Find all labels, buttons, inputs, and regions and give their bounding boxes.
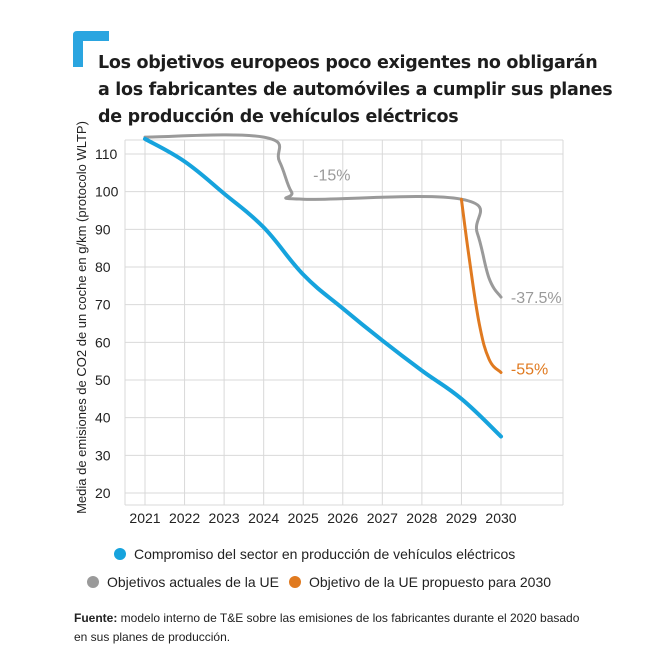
legend-dot-industry [114,548,126,560]
x-tick-label-2027: 2027 [367,510,398,526]
source-text: modelo interno de T&E sobre las emisione… [74,611,580,644]
y-tick-label-100: 100 [95,184,119,200]
series-industry-line [143,136,503,439]
annotation-label-1: -37.5% [511,290,562,307]
legend-item-proposed: Objetivo de la UE propuesto para 2030 [288,574,552,590]
x-tick-label-2024: 2024 [248,510,279,526]
y-tick-label-60: 60 [95,334,111,350]
x-tick-label-2022: 2022 [169,510,200,526]
source-label: Fuente: [74,611,118,625]
legend-label-proposed: Objetivo de la UE propuesto para 2030 [308,574,552,590]
series-current-line [143,133,503,299]
annotation-label-2: -55% [511,362,548,379]
title-line-3: de producción de vehículos eléctricos [98,107,459,127]
legend-row-1: Compromiso del sector en producción de v… [114,546,515,562]
x-tick-label-2025: 2025 [288,510,319,526]
brand-logo-icon [73,31,109,67]
legend-item-current: Objetivos actuales de la UE [87,574,279,590]
y-tick-label-50: 50 [95,372,111,388]
annotation-label-0: -15% [313,168,350,185]
legend-label-current: Objetivos actuales de la UE [107,574,279,590]
legend-dot-proposed [288,576,301,588]
x-tick-label-2029: 2029 [446,510,477,526]
x-tick-label-2023: 2023 [209,510,240,526]
legend-dot-current [87,576,99,588]
legend-item-industry: Compromiso del sector en producción de v… [114,546,515,562]
chart-title: Los objetivos europeos poco exigentes no… [98,50,618,131]
y-tick-label-90: 90 [95,221,111,237]
y-tick-label-70: 70 [95,297,111,313]
series-proposed-line [459,197,503,374]
y-axis-label: Media de emisiones de CO2 de un coche en… [74,121,89,514]
y-tick-label-40: 40 [95,410,111,426]
legend-label-industry: Compromiso del sector en producción de v… [134,546,516,562]
x-tick-label-2021: 2021 [129,510,160,526]
legend-row-2: Objetivos actuales de la UE Objetivo de … [87,574,551,590]
title-line-1: Los objetivos europeos poco exigentes no… [98,53,598,73]
x-tick-label-2028: 2028 [406,510,437,526]
y-tick-label-80: 80 [95,259,111,275]
y-tick-label-110: 110 [95,146,118,162]
y-tick-label-20: 20 [95,485,111,501]
source-note: Fuente: modelo interno de T&E sobre las … [74,609,594,647]
x-tick-label-2030: 2030 [485,510,516,526]
title-line-2: a los fabricantes de automóviles a cumpl… [98,80,613,100]
y-tick-label-30: 30 [95,447,111,463]
x-tick-label-2026: 2026 [327,510,358,526]
